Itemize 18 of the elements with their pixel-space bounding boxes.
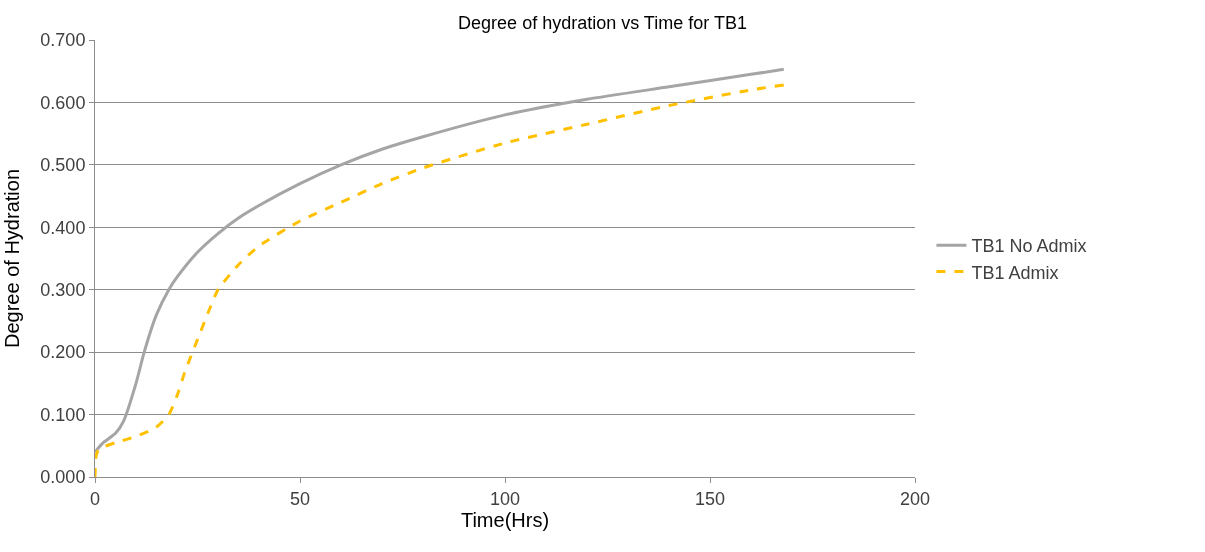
y-axis-title: Degree of Hydration [0,169,23,348]
y-tick-label: 0.400 [40,217,86,238]
chart-title: Degree of hydration vs Time for TB1 [458,13,747,34]
y-tick-label: 0.600 [40,92,86,113]
x-tick-label: 0 [89,488,101,509]
y-tick-label: 0.700 [40,30,86,51]
legend-label: TB1 No Admix [971,236,1087,257]
y-tick-label: 0.200 [40,342,86,363]
x-tick-label: 50 [289,488,311,509]
legend-label: TB1 Admix [971,262,1059,283]
x-tick-label: 150 [694,488,726,509]
x-tick-label: 200 [899,488,931,509]
x-axis-title: Time(Hrs) [460,508,550,531]
y-tick-label: 0.000 [40,467,86,488]
y-tick-label: 0.300 [40,280,86,301]
x-tick-label: 100 [489,488,521,509]
y-tick-label: 0.500 [40,155,86,176]
y-tick-label: 0.100 [40,404,86,425]
